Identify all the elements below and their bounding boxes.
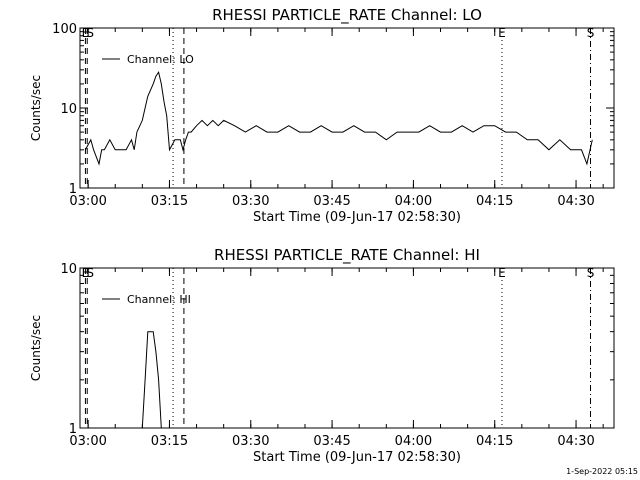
legend-entry: Channel: HI (127, 293, 191, 306)
y-tick-label: 10 (60, 262, 77, 277)
x-tick-label: 04:15 (476, 194, 513, 209)
x-tick-label: 03:15 (151, 194, 188, 209)
plot-frame (79, 27, 615, 189)
x-tick-label: 04:00 (395, 194, 432, 209)
chart-title: RHESSI PARTICLE_RATE Channel: LO (212, 6, 482, 25)
footer-timestamp: 1-Sep-2022 05:15 (566, 467, 638, 476)
plot-frame (79, 267, 615, 429)
x-axis-label: Start Time (09-Jun-17 02:58:30) (253, 450, 461, 465)
event-marker-label: S (86, 266, 94, 280)
y-tick-label: 10 (60, 102, 77, 117)
event-marker-label: E (82, 26, 90, 40)
x-tick-label: 03:00 (69, 434, 106, 449)
panel-lo: RHESSI PARTICLE_RATE Channel: LO Start Ti… (29, 6, 615, 225)
event-marker-label: S (587, 266, 595, 280)
x-tick-label: 03:15 (151, 434, 188, 449)
x-tick-label: 03:30 (232, 194, 269, 209)
y-tick-label: 1 (69, 182, 77, 197)
event-marker-label: S (86, 26, 94, 40)
y-axis-label: Counts/sec (29, 315, 43, 381)
event-marker-label: E (498, 26, 506, 40)
x-tick-label: 04:30 (557, 434, 594, 449)
series-line (84, 70, 593, 166)
panel-hi: RHESSI PARTICLE_RATE Channel: HI Start Ti… (29, 246, 615, 465)
x-tick-label: 04:00 (395, 434, 432, 449)
series-line (141, 331, 162, 429)
x-axis-label: Start Time (09-Jun-17 02:58:30) (253, 210, 461, 225)
event-marker-label: S (587, 26, 595, 40)
x-tick-label: 03:45 (313, 434, 350, 449)
chart-title: RHESSI PARTICLE_RATE Channel: HI (214, 246, 480, 265)
y-axis-label: Counts/sec (29, 75, 43, 141)
event-marker-label: E (82, 266, 90, 280)
legend-entry: Channel: LO (127, 53, 194, 66)
y-tick-label: 100 (52, 22, 77, 37)
x-tick-label: 03:45 (313, 194, 350, 209)
x-tick-label: 04:30 (557, 194, 594, 209)
x-tick-label: 03:00 (69, 194, 106, 209)
event-marker-label: E (498, 266, 506, 280)
x-tick-label: 03:30 (232, 434, 269, 449)
y-tick-label: 1 (69, 422, 77, 437)
x-tick-label: 04:15 (476, 434, 513, 449)
